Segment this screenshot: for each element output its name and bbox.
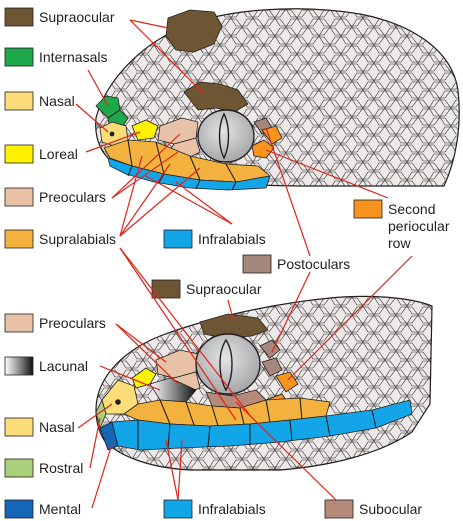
legend-preoculars-top: Preoculars [4,187,106,207]
swatch-preoculars-top [4,187,34,207]
label-mental: Mental [39,501,81,517]
bottom-loreal-scale [131,367,157,389]
legend-postoculars: Postoculars [242,254,350,274]
bottom-eye-pupil [219,338,233,392]
label-infralabials-bottom: Infralabials [198,501,266,517]
top-second-periocular-scale [251,139,275,159]
label-nasal-bottom: Nasal [39,419,75,435]
legend-preoculars-bottom: Preoculars [4,313,106,333]
leader-supralabials-c [119,167,201,237]
legend-loreal: Loreal [4,144,78,164]
legend-supraocular-bottom: Supraocular [151,279,262,299]
swatch-supraocular-top [4,7,34,27]
legend-nasal-top: Nasal [4,91,75,111]
swatch-second-periocular-row [353,199,383,219]
leader-supralabials-b [119,163,171,237]
label-infralabials-top: Infralabials [198,231,266,247]
bottom-nostril [115,399,121,405]
legend-infralabials-top: Infralabials [163,229,266,249]
leader-supraocular-top-b [129,19,205,95]
leader-lines [75,19,413,509]
bottom-infralabial-row [111,399,413,451]
leader-preoculars-bottom-a [115,323,167,363]
leader-supralabials-bottom-a [119,247,237,421]
leader-supralabials-a [119,155,143,237]
label-preoculars-top: Preoculars [39,189,106,205]
leader-supralabials-bottom-b [119,247,253,419]
leader-rostral [89,417,101,469]
leader-preoculars-top-b [111,151,179,199]
leader-postoculars-bottom [271,271,311,353]
swatch-internasals [4,47,34,67]
label-loreal: Loreal [39,146,78,162]
leader-nasal-top [75,103,109,133]
bottom-eye [195,333,261,395]
label-second-periocular-row: Second periocular row [388,201,450,251]
swatch-mental [4,499,34,519]
top-nostril [109,131,115,137]
label-postoculars: Postoculars [277,256,350,272]
swatch-lacunal [4,356,34,376]
legend-mental: Mental [4,499,81,519]
leader-preoculars-top-a [111,133,181,199]
swatch-rostral [4,458,34,478]
legend-supraocular-top: Supraocular [4,7,115,27]
bottom-second-periocular-scale [275,371,299,393]
swatch-nasal-bottom [4,417,34,437]
top-eye [197,109,255,163]
leader-internasals [87,69,109,107]
swatch-postoculars [242,254,272,274]
label-rostral: Rostral [39,460,83,476]
legend-rostral: Rostral [4,458,83,478]
bottom-head [95,295,433,471]
label-nasal-top: Nasal [39,93,75,109]
top-supraocular-scale [165,9,223,53]
leader-second-periocular-top [265,149,389,199]
top-internasal-scale [95,95,121,119]
swatch-preoculars-bottom [4,313,34,333]
label-preoculars-bottom: Preoculars [39,315,106,331]
leader-second-periocular-bottom [287,255,413,381]
leader-infralabials-bottom-a [165,439,179,501]
legend-second-periocular-row: Second periocular row [353,199,450,251]
leader-infralabials-top-b [175,181,233,225]
leader-subocular [235,401,337,501]
swatch-subocular [324,499,354,519]
swatch-nasal-top [4,91,34,111]
leader-nasal-bottom [77,403,113,429]
swatch-supralabials [4,229,34,249]
swatch-infralabials-bottom [163,499,193,519]
legend-lacunal: Lacunal [4,356,88,376]
leader-supraocular-top-a [129,19,169,29]
leader-lacunal [99,365,161,391]
label-supraocular-top: Supraocular [39,9,115,25]
legend-supralabials: Supralabials [4,229,116,249]
legend-subocular: Subocular [324,499,422,519]
top-head [95,8,460,191]
label-supraocular-bottom: Supraocular [186,281,262,297]
leader-preoculars-bottom-b [115,323,179,385]
bottom-lacunal-scale [149,377,197,403]
leader-supraocular-bottom [227,299,235,323]
swatch-infralabials-top [163,229,193,249]
swatch-loreal [4,144,34,164]
label-subocular: Subocular [359,501,422,517]
leader-loreal [85,131,141,153]
top-loreal-scale [131,119,159,141]
leader-infralabials-bottom-b [177,439,183,501]
top-eye-pupil [218,112,230,160]
label-lacunal: Lacunal [39,358,88,374]
leader-postoculars-top [265,127,311,257]
bottom-postocular-scale [261,357,283,377]
legend-infralabials-bottom: Infralabials [163,499,266,519]
leader-mental [91,443,113,509]
bottom-supraocular-scale [199,313,269,339]
legend-nasal-bottom: Nasal [4,417,75,437]
label-internasals: Internasals [39,49,107,65]
legend-internasals: Internasals [4,47,107,67]
leader-infralabials-top-a [145,175,233,225]
label-supralabials: Supralabials [39,231,116,247]
